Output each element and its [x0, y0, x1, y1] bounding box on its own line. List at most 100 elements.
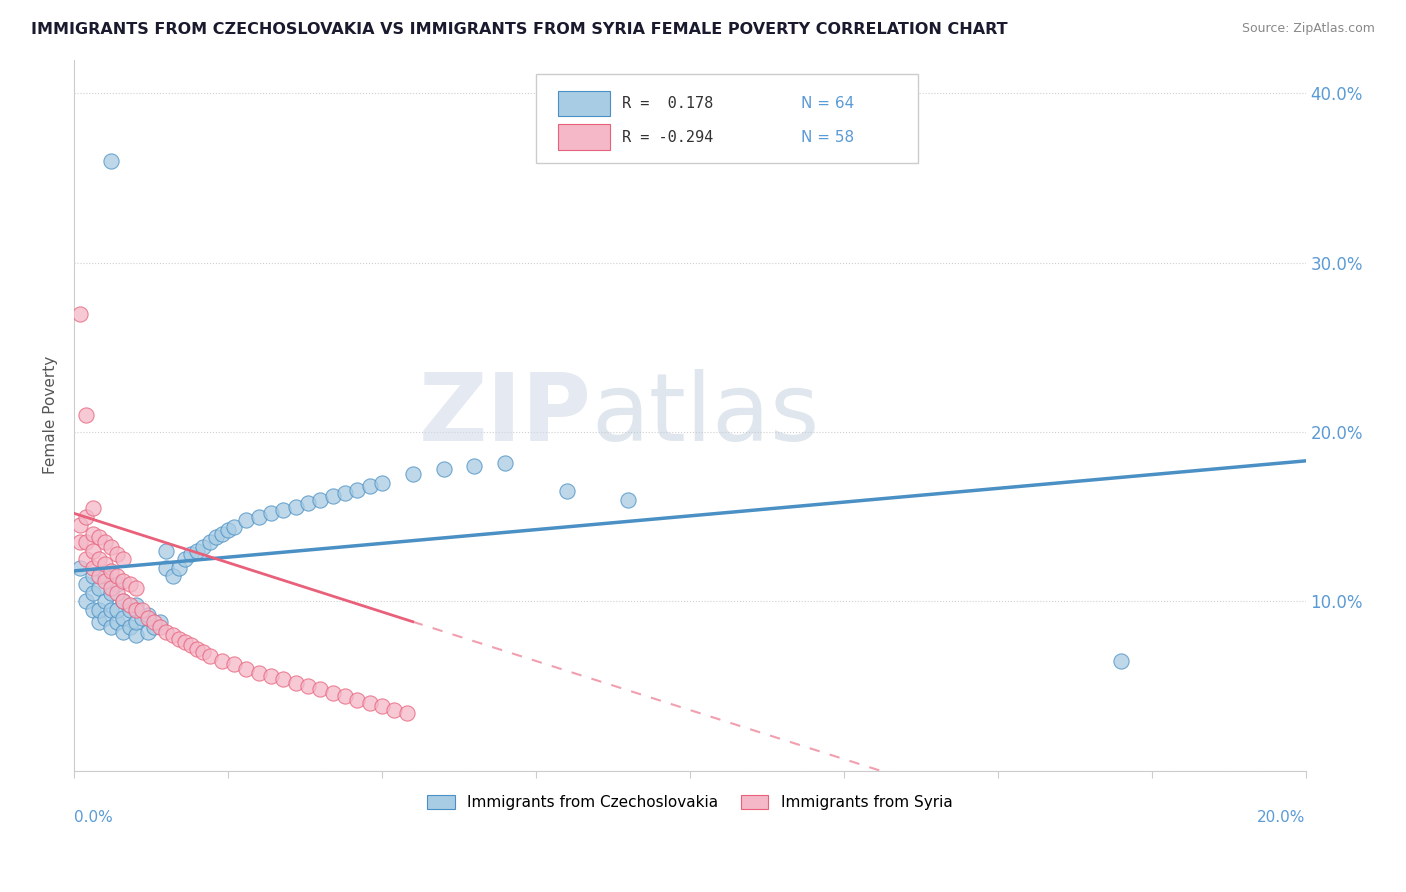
- Text: IMMIGRANTS FROM CZECHOSLOVAKIA VS IMMIGRANTS FROM SYRIA FEMALE POVERTY CORRELATI: IMMIGRANTS FROM CZECHOSLOVAKIA VS IMMIGR…: [31, 22, 1008, 37]
- FancyBboxPatch shape: [536, 74, 918, 162]
- Point: [162, 569, 184, 583]
- Point: [180, 639, 202, 653]
- Point: [186, 543, 208, 558]
- Point: [82, 586, 104, 600]
- Point: [297, 496, 319, 510]
- Point: [186, 641, 208, 656]
- Point: [100, 154, 122, 169]
- Point: [100, 540, 122, 554]
- Point: [359, 696, 381, 710]
- Point: [94, 574, 117, 588]
- Point: [87, 603, 110, 617]
- Point: [432, 462, 454, 476]
- Y-axis label: Female Poverty: Female Poverty: [44, 356, 58, 475]
- Point: [94, 611, 117, 625]
- Point: [100, 586, 122, 600]
- Point: [94, 535, 117, 549]
- Point: [75, 408, 97, 422]
- Point: [247, 665, 270, 680]
- Point: [131, 611, 153, 625]
- Point: [112, 574, 135, 588]
- Point: [346, 483, 368, 497]
- Point: [118, 598, 141, 612]
- Point: [105, 547, 128, 561]
- Point: [555, 484, 578, 499]
- Point: [75, 509, 97, 524]
- Text: ZIP: ZIP: [419, 369, 592, 461]
- FancyBboxPatch shape: [558, 124, 610, 150]
- Point: [617, 492, 640, 507]
- Point: [94, 557, 117, 571]
- Point: [124, 615, 146, 629]
- Point: [69, 307, 91, 321]
- Point: [112, 552, 135, 566]
- Point: [346, 692, 368, 706]
- Point: [143, 620, 166, 634]
- Point: [193, 540, 215, 554]
- Point: [105, 577, 128, 591]
- Point: [82, 569, 104, 583]
- Point: [211, 526, 233, 541]
- Point: [75, 577, 97, 591]
- Point: [87, 552, 110, 566]
- Point: [155, 560, 177, 574]
- Point: [75, 535, 97, 549]
- Point: [75, 594, 97, 608]
- Point: [87, 530, 110, 544]
- Point: [333, 486, 356, 500]
- Point: [309, 682, 332, 697]
- Point: [174, 635, 197, 649]
- Point: [260, 669, 283, 683]
- Point: [100, 581, 122, 595]
- Point: [94, 569, 117, 583]
- Point: [105, 569, 128, 583]
- Text: Source: ZipAtlas.com: Source: ZipAtlas.com: [1241, 22, 1375, 36]
- Point: [224, 657, 246, 671]
- Point: [105, 603, 128, 617]
- Point: [224, 520, 246, 534]
- Point: [112, 611, 135, 625]
- Point: [371, 699, 394, 714]
- Point: [82, 560, 104, 574]
- Point: [359, 479, 381, 493]
- Point: [105, 615, 128, 629]
- Point: [193, 645, 215, 659]
- Point: [149, 620, 172, 634]
- Point: [284, 675, 307, 690]
- Point: [136, 611, 159, 625]
- Text: R =  0.178: R = 0.178: [621, 96, 713, 112]
- Point: [82, 501, 104, 516]
- Point: [273, 673, 295, 687]
- Legend: Immigrants from Czechoslovakia, Immigrants from Syria: Immigrants from Czechoslovakia, Immigran…: [420, 789, 959, 816]
- Point: [198, 535, 221, 549]
- Text: 0.0%: 0.0%: [75, 810, 112, 825]
- Point: [297, 679, 319, 693]
- Point: [69, 518, 91, 533]
- Point: [69, 560, 91, 574]
- Point: [235, 662, 257, 676]
- Point: [131, 603, 153, 617]
- Point: [149, 615, 172, 629]
- Point: [284, 500, 307, 514]
- Point: [402, 467, 425, 482]
- Point: [124, 581, 146, 595]
- Point: [174, 552, 197, 566]
- Point: [371, 475, 394, 490]
- Point: [204, 530, 226, 544]
- Point: [100, 564, 122, 578]
- Point: [494, 456, 516, 470]
- Point: [167, 632, 190, 646]
- Point: [309, 492, 332, 507]
- Point: [136, 607, 159, 622]
- Point: [112, 594, 135, 608]
- Point: [100, 620, 122, 634]
- Point: [69, 535, 91, 549]
- Point: [124, 628, 146, 642]
- Point: [333, 690, 356, 704]
- Point: [395, 706, 418, 720]
- Point: [87, 615, 110, 629]
- Point: [382, 703, 405, 717]
- Point: [198, 648, 221, 663]
- Point: [322, 490, 344, 504]
- Point: [180, 547, 202, 561]
